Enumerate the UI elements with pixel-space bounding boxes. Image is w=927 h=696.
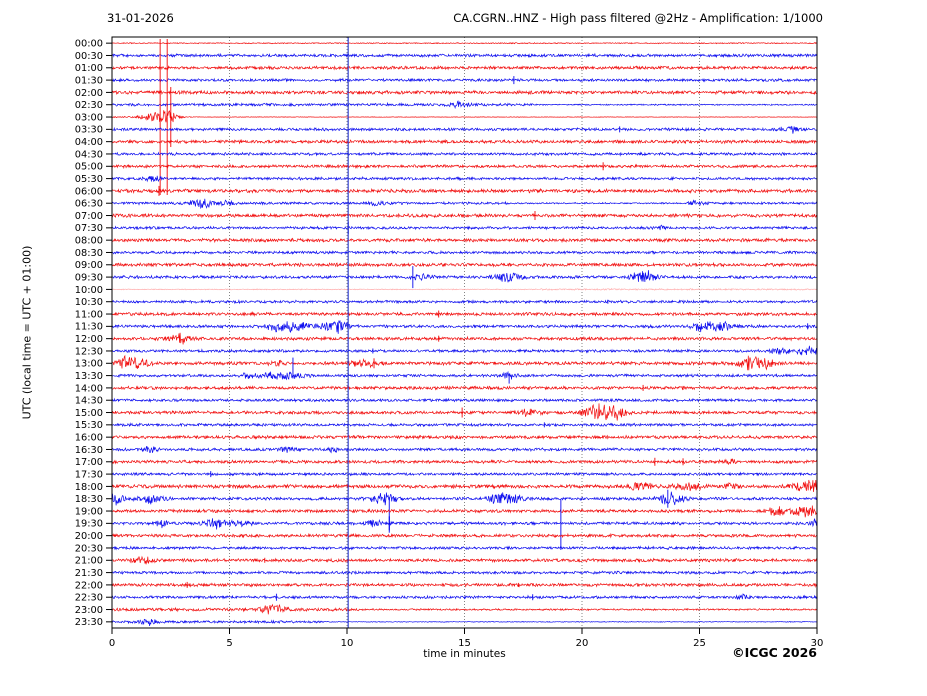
y-tick-label: 18:00 [75,482,103,493]
y-tick-label: 17:30 [75,469,103,480]
y-tick-label: 13:00 [75,359,103,370]
y-tick-label: 03:00 [75,112,103,123]
y-tick-label: 14:30 [75,396,103,407]
copyright-text: ©ICGC 2026 [732,645,817,660]
y-tick-label: 23:00 [75,605,103,616]
y-tick-label: 21:30 [75,568,103,579]
y-tick-label: 02:00 [75,88,103,99]
y-tick-label: 05:00 [75,162,103,173]
y-tick-label: 10:00 [75,285,103,296]
y-tick-label: 06:00 [75,186,103,197]
y-tick-label: 20:00 [75,531,103,542]
y-tick-label: 13:30 [75,371,103,382]
y-tick-label: 07:30 [75,223,103,234]
y-tick-label: 15:00 [75,408,103,419]
x-tick-label: 15 [458,638,471,649]
y-tick-label: 23:30 [75,617,103,628]
y-tick-label: 17:00 [75,457,103,468]
y-tick-label: 11:30 [75,322,103,333]
x-tick-label: 0 [109,638,115,649]
y-tick-label: 12:30 [75,346,103,357]
y-tick-label: 04:30 [75,149,103,160]
x-tick-label: 30 [811,638,824,649]
y-axis-label: UTC (local time = UTC + 01:00) [20,245,34,420]
y-tick-label: 07:00 [75,211,103,222]
y-tick-label: 01:00 [75,63,103,74]
y-tick-label: 20:30 [75,543,103,554]
plot-date-title: 31-01-2026 [107,11,174,25]
y-tick-label: 15:30 [75,420,103,431]
y-tick-label: 04:00 [75,137,103,148]
y-tick-label: 19:30 [75,519,103,530]
y-tick-label: 01:30 [75,75,103,86]
y-tick-label: 18:30 [75,494,103,505]
y-tick-label: 09:00 [75,260,103,271]
y-tick-label: 06:30 [75,199,103,210]
x-tick-label: 20 [576,638,589,649]
y-tick-label: 16:00 [75,433,103,444]
y-tick-label: 00:30 [75,51,103,62]
y-tick-label: 08:30 [75,248,103,259]
y-tick-label: 08:00 [75,236,103,247]
y-tick-label: 22:30 [75,593,103,604]
x-tick-label: 25 [693,638,706,649]
y-tick-label: 12:00 [75,334,103,345]
y-tick-label: 21:00 [75,556,103,567]
y-tick-label: 22:00 [75,580,103,591]
y-tick-label: 03:30 [75,125,103,136]
y-tick-label: 10:30 [75,297,103,308]
y-tick-label: 09:30 [75,272,103,283]
y-tick-label: 16:30 [75,445,103,456]
x-tick-label: 10 [341,638,354,649]
x-tick-label: 5 [226,638,232,649]
y-tick-label: 19:00 [75,506,103,517]
station-title: CA.CGRN..HNZ - High pass filtered @2Hz -… [453,11,823,25]
y-tick-label: 11:00 [75,309,103,320]
y-tick-label: 14:00 [75,383,103,394]
y-tick-label: 02:30 [75,100,103,111]
y-tick-label: 05:30 [75,174,103,185]
x-axis-label: time in minutes [423,648,506,660]
y-tick-label: 00:00 [75,39,103,50]
